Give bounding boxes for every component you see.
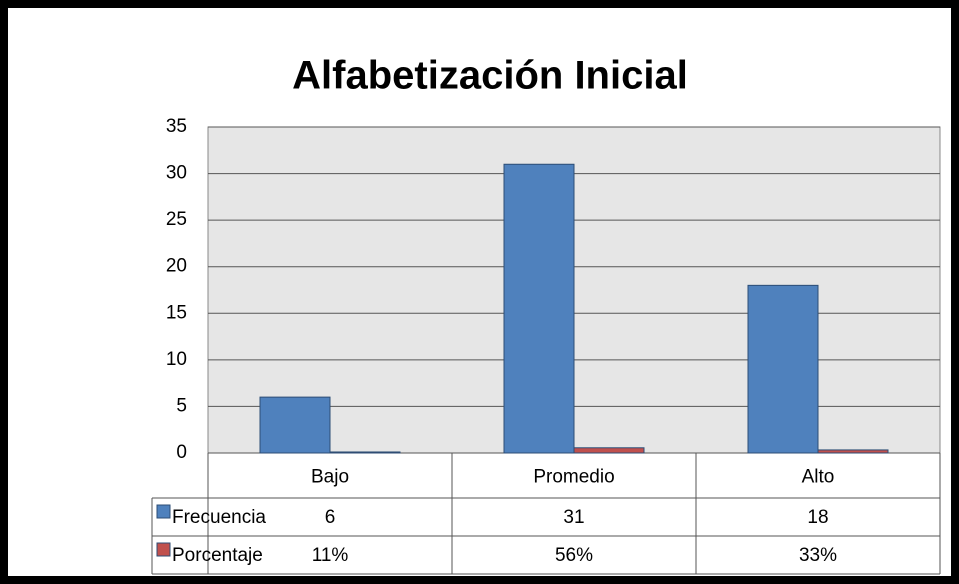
x-tick-label: Alto [802, 467, 835, 488]
bar [503, 163, 575, 454]
bar [747, 284, 819, 454]
table-value: 56% [555, 545, 593, 566]
y-tick-label: 15 [166, 302, 187, 323]
x-tick-label: Promedio [533, 467, 614, 488]
y-tick-label: 20 [166, 256, 187, 277]
table-value: 31 [563, 507, 584, 528]
y-tick-label: 0 [176, 442, 187, 463]
y-tick-label: 35 [166, 116, 187, 137]
legend-key [156, 504, 171, 519]
bar [573, 447, 645, 454]
legend-key [156, 542, 171, 557]
bar [817, 449, 889, 454]
y-tick-label: 30 [166, 163, 187, 184]
table-value: 6 [325, 507, 336, 528]
y-tick-label: 10 [166, 349, 187, 370]
y-tick-label: 25 [166, 209, 187, 230]
table-value: 33% [799, 545, 837, 566]
legend-label: Porcentaje [172, 545, 263, 566]
chart-title: Alfabetización Inicial [292, 54, 688, 98]
x-tick-label: Bajo [311, 467, 349, 488]
y-tick-label: 5 [176, 395, 187, 416]
bar [329, 451, 401, 454]
table-value: 18 [807, 507, 828, 528]
table-value: 11% [312, 545, 349, 566]
legend-label: Frecuencia [172, 507, 266, 528]
bar [259, 396, 331, 454]
